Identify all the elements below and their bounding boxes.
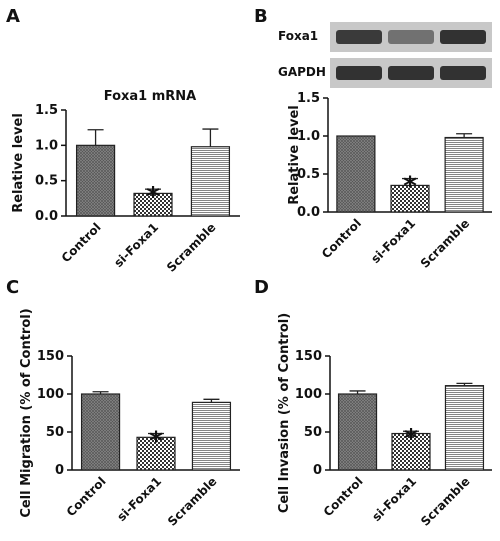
panel-b-y-tick-label: 0.0 <box>297 205 320 220</box>
panel-a-category-label: Scramble <box>164 220 219 275</box>
panel-d-bar <box>337 393 378 471</box>
panel-a-plot: 0.0 0.5 1.0 1.5 Control * si-Foxa1 Scramble <box>35 103 240 275</box>
panel-b-bar <box>390 184 430 213</box>
blot-band <box>440 30 486 44</box>
panel-b-category-label: Control <box>319 216 364 261</box>
panel-b-category-label: si-Foxa1 <box>368 216 418 266</box>
panel-b: B Foxa1 GAPDH Relative level 0.0 0.5 1.0 1.5… <box>254 6 492 271</box>
panel-c-category-label: Control <box>64 474 109 519</box>
panel-a-y-tick-label: 0.5 <box>35 174 58 189</box>
blot-band <box>388 30 434 44</box>
western-blot: Foxa1 GAPDH <box>278 22 492 88</box>
panel-a-significance-star: * <box>146 182 160 212</box>
panel-b-y-tick-label: 1.0 <box>297 129 320 144</box>
panel-a-y-axis-label: Relative level <box>11 113 26 213</box>
panel-d-y-axis-label: Cell Invasion (% of Control) <box>277 313 292 513</box>
panel-d-y-tick-label: 0 <box>313 463 322 478</box>
panel-a-category-label: si-Foxa1 <box>111 220 161 270</box>
panel-letter-c: C <box>6 277 19 298</box>
panel-d-bar <box>391 432 431 471</box>
panel-c-bar <box>191 401 232 471</box>
panel-a: A Foxa1 mRNA Relative level 0.0 0.5 1.0 1.5… <box>6 6 240 275</box>
panel-d-y-tick-label: 100 <box>295 387 322 402</box>
panel-letter-b: B <box>254 6 268 27</box>
blot-row-label: GAPDH <box>278 65 326 79</box>
panel-d-bar <box>444 385 485 471</box>
blot-band <box>336 66 382 80</box>
panel-d-category-label: Scramble <box>418 474 473 529</box>
panel-d: D Cell Invasion (% of Control) 0 50 100 150… <box>254 277 492 529</box>
panel-a-bar <box>75 144 116 217</box>
panel-c-plot: 0 50 100 150 Control * si-Foxa1 Scramble <box>37 349 240 529</box>
panel-c-y-tick-label: 150 <box>37 349 64 364</box>
panel-a-title: Foxa1 mRNA <box>104 89 197 104</box>
panel-c-bar <box>136 436 176 471</box>
panel-c-bar <box>80 393 121 471</box>
panel-a-category-label: Control <box>59 220 104 265</box>
panel-d-significance-star: * <box>404 424 418 454</box>
panel-d-y-tick-label: 50 <box>304 425 322 440</box>
panel-b-y-axis-label: Relative level <box>287 105 302 205</box>
panel-d-y-tick-label: 150 <box>295 349 322 364</box>
panel-c-y-tick-label: 50 <box>46 425 64 440</box>
panel-b-significance-star: * <box>403 172 417 202</box>
panel-c-y-tick-label: 100 <box>37 387 64 402</box>
panel-letter-d: D <box>254 277 269 298</box>
panel-b-y-tick-label: 0.5 <box>297 167 320 182</box>
panel-b-plot: 0.0 0.5 1.0 1.5 Control * si-Foxa1 Scramble <box>297 91 492 271</box>
panel-b-y-tick-label: 1.5 <box>297 91 320 106</box>
panel-b-bar <box>336 135 376 213</box>
panel-c-significance-star: * <box>149 427 163 457</box>
panel-c-y-tick-label: 0 <box>55 463 64 478</box>
blot-row-label: Foxa1 <box>278 29 318 43</box>
panel-b-category-label: Scramble <box>418 216 473 271</box>
panel-c-category-label: si-Foxa1 <box>114 474 164 524</box>
panel-letter-a: A <box>6 6 20 27</box>
panel-c: C Cell Migration (% of Control) 0 50 100 15… <box>6 277 240 529</box>
panel-a-y-tick-label: 1.0 <box>35 138 58 153</box>
panel-c-category-label: Scramble <box>165 474 220 529</box>
blot-band <box>440 66 486 80</box>
panel-a-bar <box>190 146 231 217</box>
blot-band <box>388 66 434 80</box>
panel-a-y-tick-label: 0.0 <box>35 209 58 224</box>
panel-a-y-tick-label: 1.5 <box>35 103 58 118</box>
panel-d-category-label: Control <box>321 474 366 519</box>
panel-c-y-axis-label: Cell Migration (% of Control) <box>19 308 34 517</box>
blot-band <box>336 30 382 44</box>
panel-b-bar <box>444 136 484 213</box>
panel-d-category-label: si-Foxa1 <box>369 474 419 524</box>
